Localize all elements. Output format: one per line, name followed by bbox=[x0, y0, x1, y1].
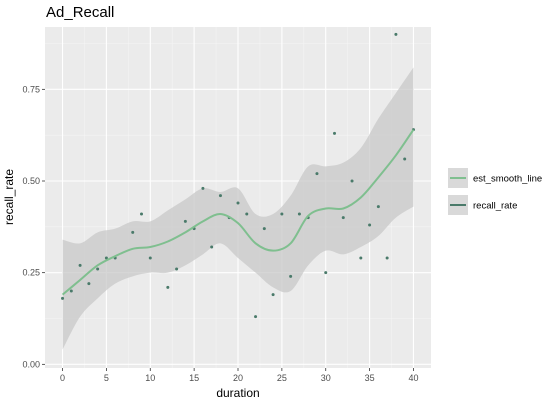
data-point bbox=[104, 256, 108, 260]
legend: est_smooth_line recall_rate bbox=[448, 168, 542, 215]
data-point bbox=[78, 263, 82, 267]
data-point bbox=[350, 179, 354, 183]
y-axis-ticks: 0.00 0.25 0.50 0.75 bbox=[22, 84, 45, 369]
x-tick-label: 10 bbox=[145, 373, 155, 383]
legend-label: est_smooth_line bbox=[473, 174, 542, 185]
data-point bbox=[341, 216, 345, 220]
data-point bbox=[236, 201, 240, 205]
y-tick-label: 0.25 bbox=[22, 268, 40, 278]
data-point bbox=[210, 245, 214, 249]
data-point bbox=[394, 32, 398, 36]
data-point bbox=[148, 256, 152, 260]
x-tick-label: 5 bbox=[104, 373, 109, 383]
data-point bbox=[87, 282, 91, 286]
data-point bbox=[245, 212, 249, 216]
x-tick-label: 15 bbox=[189, 373, 199, 383]
data-point bbox=[280, 212, 284, 216]
x-tick-label: 40 bbox=[408, 373, 418, 383]
data-point bbox=[289, 274, 293, 278]
smooth-line bbox=[61, 129, 415, 296]
data-point bbox=[218, 194, 222, 198]
data-point bbox=[315, 172, 319, 176]
data-point bbox=[166, 285, 170, 289]
data-point bbox=[376, 205, 380, 209]
y-tick-label: 0.75 bbox=[22, 84, 40, 94]
data-point bbox=[385, 256, 389, 260]
data-point bbox=[297, 212, 301, 216]
data-point bbox=[333, 131, 336, 135]
data-point bbox=[403, 157, 407, 161]
data-point bbox=[201, 186, 205, 190]
data-point bbox=[359, 256, 363, 260]
y-tick-label: 0.00 bbox=[22, 359, 40, 369]
data-point bbox=[254, 315, 258, 319]
data-point bbox=[131, 230, 135, 234]
y-axis-title: recall_rate bbox=[2, 169, 16, 225]
x-tick-label: 0 bbox=[60, 373, 65, 383]
x-tick-label: 20 bbox=[233, 373, 243, 383]
data-point bbox=[183, 219, 187, 223]
data-point bbox=[271, 293, 275, 297]
x-tick-label: 30 bbox=[321, 373, 331, 383]
chart-title: Ad_Recall bbox=[46, 4, 114, 21]
data-point bbox=[368, 223, 372, 227]
data-point bbox=[262, 227, 266, 231]
x-tick-label: 25 bbox=[277, 373, 287, 383]
data-point bbox=[175, 267, 179, 271]
data-point bbox=[324, 271, 328, 275]
data-point bbox=[140, 212, 143, 216]
confidence-band bbox=[62, 67, 414, 350]
data-point bbox=[61, 296, 65, 300]
data-point bbox=[69, 289, 73, 293]
x-tick-label: 35 bbox=[365, 373, 375, 383]
legend-label: recall_rate bbox=[473, 201, 517, 212]
x-axis-ticks: 0 5 10 15 20 25 30 35 40 bbox=[60, 368, 418, 383]
y-tick-label: 0.50 bbox=[22, 176, 40, 186]
x-axis-title: duration bbox=[216, 386, 259, 400]
data-point bbox=[96, 267, 100, 271]
